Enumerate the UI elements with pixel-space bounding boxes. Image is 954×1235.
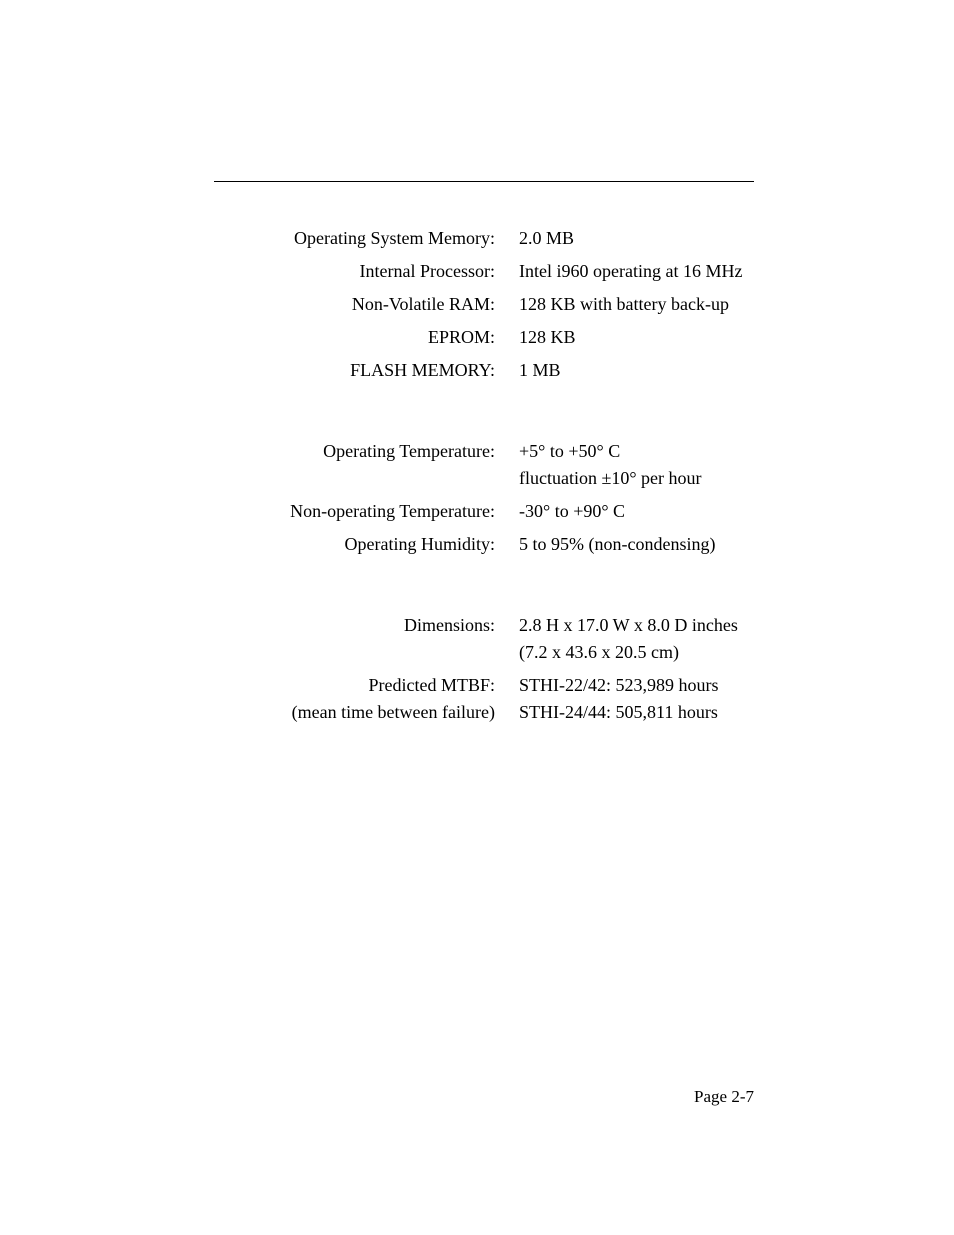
spec-label: FLASH MEMORY: <box>265 357 519 384</box>
spec-value: STHI-24/44: 505,811 hours <box>519 699 754 726</box>
page: Operating System Memory: 2.0 MB Internal… <box>0 0 954 1235</box>
spec-row: Internal Processor: Intel i960 operating… <box>265 258 754 285</box>
spec-label: Non-operating Temperature: <box>265 498 519 525</box>
spec-label: Predicted MTBF: <box>265 672 519 699</box>
spec-value: -30° to +90° C <box>519 498 754 525</box>
spec-value: Intel i960 operating at 16 MHz <box>519 258 754 285</box>
spec-value: STHI-22/42: 523,989 hours <box>519 672 754 699</box>
spec-row: (mean time between failure) STHI-24/44: … <box>265 699 754 726</box>
spec-label: Non-Volatile RAM: <box>265 291 519 318</box>
spec-label: Operating System Memory: <box>265 225 519 252</box>
spec-row: EPROM: 128 KB <box>265 324 754 351</box>
spec-value: 5 to 95% (non-condensing) <box>519 531 754 558</box>
spec-row: Operating System Memory: 2.0 MB <box>265 225 754 252</box>
spec-value: +5° to +50° C <box>519 438 754 465</box>
spec-value: 2.0 MB <box>519 225 754 252</box>
spec-value: (7.2 x 43.6 x 20.5 cm) <box>519 639 754 666</box>
spec-value: 1 MB <box>519 357 754 384</box>
spec-value: fluctuation ±10° per hour <box>519 465 754 492</box>
top-divider <box>214 181 754 182</box>
spec-value: 2.8 H x 17.0 W x 8.0 D inches <box>519 612 754 639</box>
spec-row: Operating Temperature: +5° to +50° C <box>265 438 754 465</box>
spec-row: Non-operating Temperature: -30° to +90° … <box>265 498 754 525</box>
spec-row: Non-Volatile RAM: 128 KB with battery ba… <box>265 291 754 318</box>
spec-content: Operating System Memory: 2.0 MB Internal… <box>265 225 754 726</box>
spec-label: (mean time between failure) <box>265 699 519 726</box>
spec-label: Operating Temperature: <box>265 438 519 465</box>
spec-row: Dimensions: 2.8 H x 17.0 W x 8.0 D inche… <box>265 612 754 639</box>
page-number: Page 2-7 <box>694 1087 754 1107</box>
spec-row: Operating Humidity: 5 to 95% (non-conden… <box>265 531 754 558</box>
spec-value: 128 KB with battery back-up <box>519 291 754 318</box>
spec-row: fluctuation ±10° per hour <box>265 465 754 492</box>
spec-label: Dimensions: <box>265 612 519 639</box>
spec-row: FLASH MEMORY: 1 MB <box>265 357 754 384</box>
spec-label: EPROM: <box>265 324 519 351</box>
spec-value: 128 KB <box>519 324 754 351</box>
spec-label: Internal Processor: <box>265 258 519 285</box>
spec-label: Operating Humidity: <box>265 531 519 558</box>
spec-row: Predicted MTBF: STHI-22/42: 523,989 hour… <box>265 672 754 699</box>
spec-row: (7.2 x 43.6 x 20.5 cm) <box>265 639 754 666</box>
